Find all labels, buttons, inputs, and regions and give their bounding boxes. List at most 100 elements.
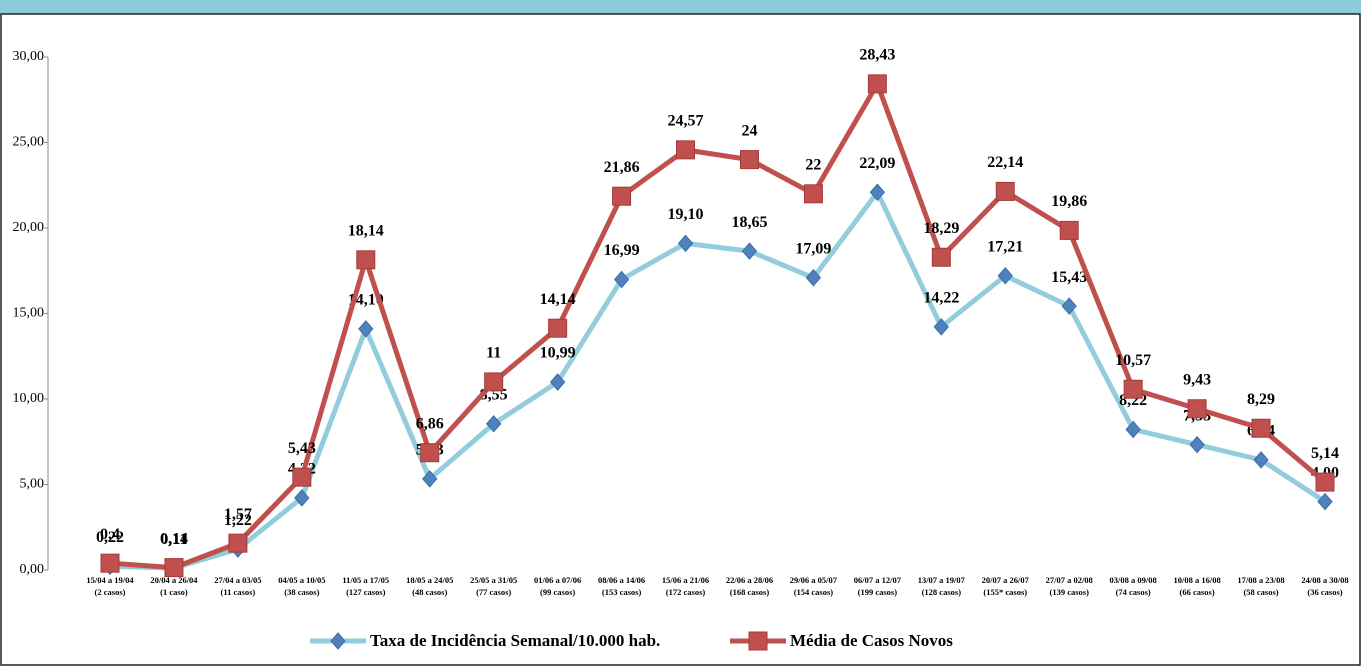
data-label: 5,43 [288,440,316,457]
data-label: 1,22 [224,512,252,529]
x-tick-label: 29/06 a 05/07 [790,575,838,585]
data-label: 18,65 [731,214,767,231]
data-label: 5,14 [1311,445,1339,462]
point-marker [1315,472,1335,492]
x-tick-label: 04/05 a 10/05 [278,575,325,585]
x-tick-label: 15/04 a 19/04 [86,575,134,585]
y-tick-label: 25,00 [13,135,45,150]
point-marker [1317,492,1333,511]
x-tick-label: (74 casos) [1116,587,1151,597]
point-marker [1187,399,1207,419]
x-tick-label: (168 casos) [730,587,770,597]
data-label: 10,57 [1115,352,1151,369]
point-marker [1125,420,1141,439]
x-tick-label: 27/07 a 02/08 [1046,575,1093,585]
point-marker [292,467,312,487]
data-label: 0,22 [96,529,124,546]
x-tick-label: 01/06 a 07/06 [534,575,581,585]
data-label: 19,86 [1051,193,1087,210]
data-label: 9,43 [1183,371,1211,388]
x-tick-label: 27/04 a 03/05 [214,575,261,585]
y-tick-label: 5,00 [20,477,45,492]
point-marker [869,183,886,202]
point-marker [995,181,1015,201]
legend-label: Taxa de Incidência Semanal/10.000 hab. [370,631,660,650]
x-tick-label: 18/05 a 24/05 [406,575,453,585]
x-tick-label: 20/07 a 26/07 [982,575,1030,585]
x-tick-label: 08/06 a 14/06 [598,575,645,585]
point-marker [612,186,632,206]
data-label: 17,09 [795,240,831,257]
x-tick-label: (199 casos) [858,587,898,597]
legend-marker [330,632,346,650]
point-marker [1061,297,1077,315]
y-tick-label: 30,00 [13,49,45,64]
x-tick-label: 24/08 a 30/08 [1301,575,1348,585]
x-tick-label: (2 casos) [95,587,126,597]
x-tick-label: (153 casos) [602,587,642,597]
x-tick-label: 03/08 a 09/08 [1110,575,1157,585]
y-tick-label: 15,00 [13,306,45,321]
x-tick-label: 17/08 a 23/08 [1237,575,1284,585]
point-marker [931,247,951,267]
x-tick-label: 15/06 a 21/06 [662,575,709,585]
chart-frame [0,13,1361,666]
point-marker [997,266,1013,285]
data-label: 22,14 [987,154,1023,171]
point-marker [613,270,630,289]
data-label: 15,43 [1051,269,1087,286]
x-tick-label: (172 casos) [666,587,706,597]
point-marker [933,318,949,336]
x-tick-label: (48 casos) [412,587,447,597]
point-marker [548,318,568,338]
point-marker [484,372,504,392]
x-tick-label: 06/07 a 12/07 [854,575,902,585]
series-line [109,189,1327,571]
y-tick-label: 10,00 [13,391,45,406]
point-marker [294,489,310,507]
data-label: 0,4 [100,526,120,543]
data-label: 28,43 [859,47,895,64]
point-marker [677,234,694,253]
y-tick-label: 20,00 [13,220,45,235]
point-marker [1189,435,1205,454]
x-tick-label: 11/05 a 17/05 [342,575,389,585]
point-marker [422,470,438,488]
x-tick-label: (99 casos) [540,587,575,597]
series-line [109,81,1327,571]
data-label: 10,99 [540,345,576,362]
x-tick-label: (38 casos) [284,587,319,597]
x-tick-label: (66 casos) [1180,587,1215,597]
data-label: 22 [805,156,821,173]
point-marker [867,74,887,94]
point-marker [1251,418,1271,438]
data-label: 14,22 [923,290,959,307]
x-tick-label: 20/04 a 26/04 [150,575,198,585]
x-tick-label: (58 casos) [1243,587,1278,597]
x-tick-label: 25/05 a 31/05 [470,575,517,585]
x-tick-label: (77 casos) [476,587,511,597]
data-label: 11 [486,345,501,362]
x-tick-label: (128 casos) [922,587,962,597]
point-marker [228,533,248,553]
data-label: 24,57 [668,113,704,130]
point-marker [100,553,120,573]
x-tick-label: (1 caso) [160,587,188,597]
data-label: 1,57 [224,506,252,523]
x-tick-label: (139 casos) [1049,587,1089,597]
point-marker [1059,220,1079,240]
legend-marker [748,631,768,651]
data-label: 16,99 [604,242,640,259]
point-marker [805,269,822,287]
data-label: 8,29 [1247,391,1275,408]
point-marker [358,320,374,338]
point-marker [420,443,440,463]
point-marker [549,373,566,391]
data-label: 19,10 [668,206,704,223]
point-marker [486,415,502,433]
header-band [0,0,1361,14]
point-marker [739,150,759,170]
x-tick-label: (154 casos) [794,587,834,597]
point-marker [356,250,376,270]
